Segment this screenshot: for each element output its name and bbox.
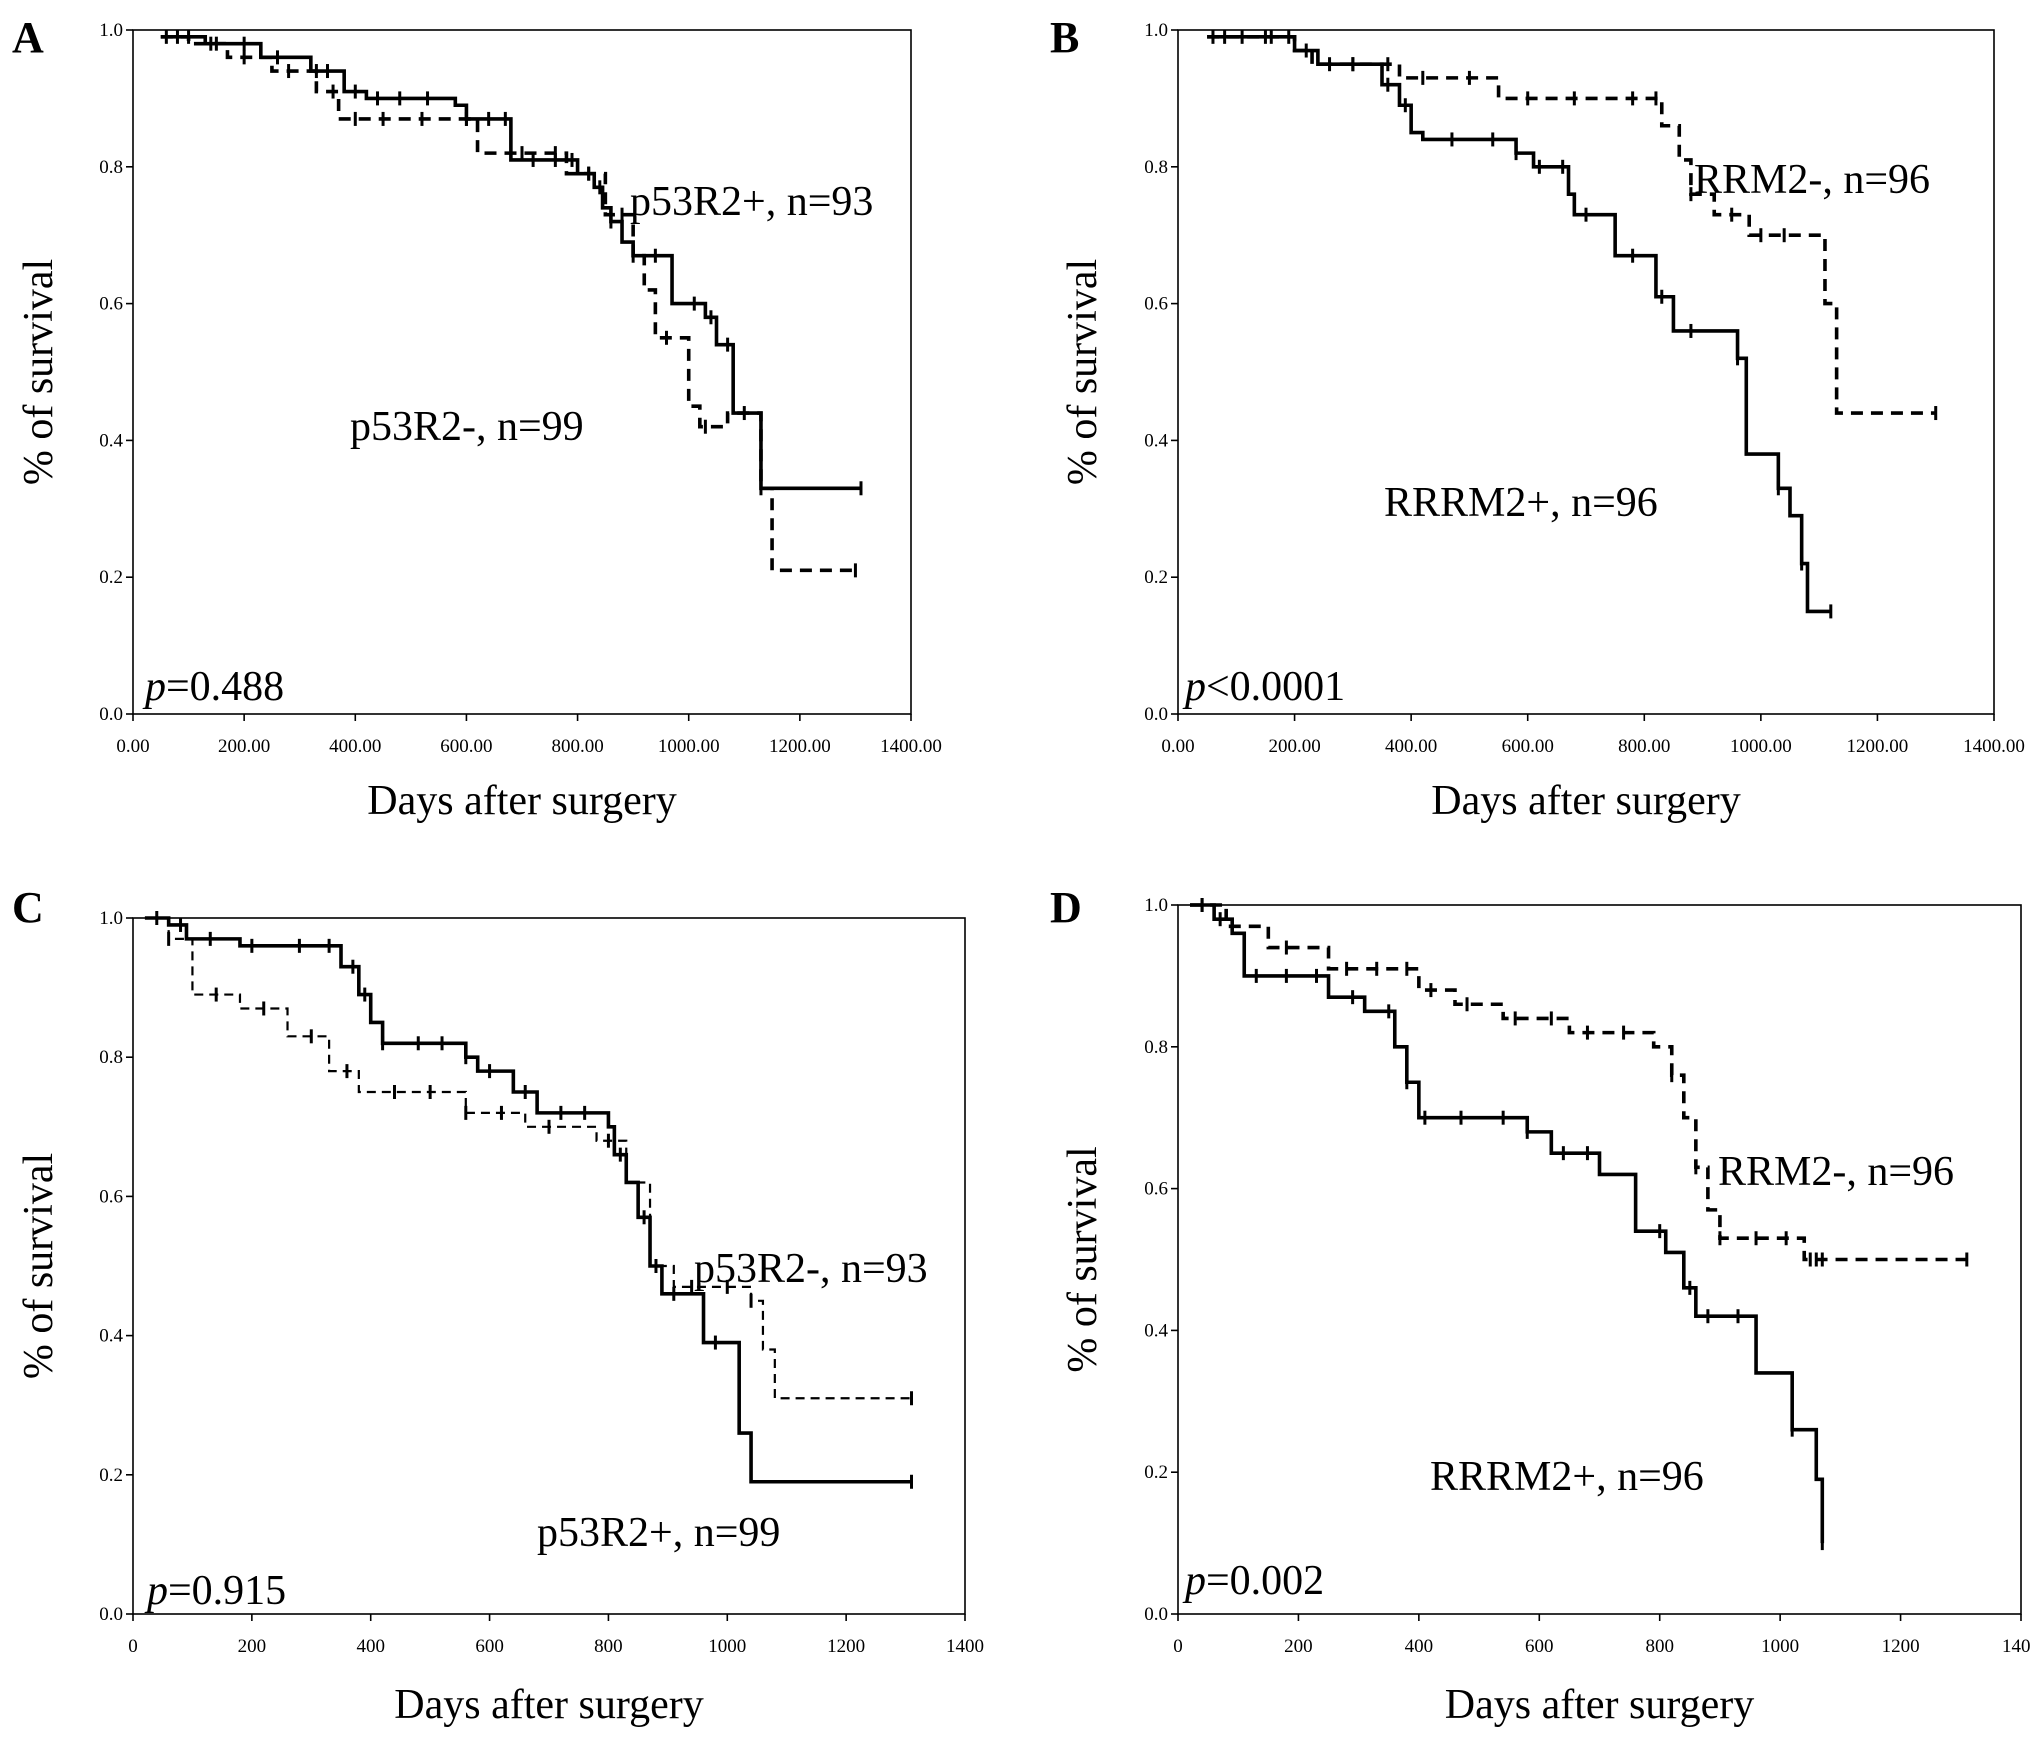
panel-a-y-tick-label: 0.8 [99, 157, 123, 178]
panel-b-annotation: RRM2-, n=96 [1694, 157, 1930, 203]
panel-c-annotation: p53R2-, n=93 [694, 1246, 928, 1292]
panel-a-y-tick-label: 0.2 [99, 567, 123, 588]
panel-d-y-tick-label: 0.2 [1144, 1462, 1168, 1483]
panel-d-series-dashed [1190, 903, 1967, 1262]
panel-d-annotation: RRRM2+, n=96 [1430, 1454, 1704, 1500]
panel-b-y-axis-title: % of survival [1060, 259, 1106, 485]
panel-d-x-tick-label: 200 [1284, 1636, 1313, 1657]
panel-b-y-tick-label: 0.0 [1144, 704, 1168, 725]
panel-d-y-tick-label: 0.8 [1144, 1037, 1168, 1058]
panel-d-p-value: p=0.002 [1182, 1558, 1324, 1604]
panel-a-y-tick-label: 0.0 [99, 704, 123, 725]
panel-d: D 0.0 0.2 0.4 0.6 0.8 1.0 0 200 400 600 800 1000 1200… [1050, 883, 2031, 1728]
panel-c-y-tick-label: 0.8 [99, 1047, 123, 1068]
panel-c: C 0.0 0.2 0.4 0.6 0.8 1.0 0 200 400 600 800 1000 1200… [12, 883, 984, 1728]
panel-a-series-dashed [160, 35, 856, 573]
panel-a-x-tick-label: 1000.00 [658, 736, 720, 757]
panel-b-x-tick-label: 1000.00 [1730, 736, 1792, 757]
panel-a-y-tick-label: 1.0 [99, 20, 123, 41]
panel-d-y-tick-label: 0.4 [1144, 1320, 1168, 1341]
panel-d-y-tick-label: 0.0 [1144, 1604, 1168, 1625]
panel-b-x-tick-label: 0.00 [1161, 736, 1194, 757]
panel-d-x-tick-label: 1200 [1882, 1636, 1920, 1657]
panel-b-y-tick-label: 0.6 [1144, 294, 1168, 315]
panel-d-y-tick-label: 0.6 [1144, 1179, 1168, 1200]
panel-c-y-tick-label: 0.6 [99, 1186, 123, 1207]
panel-c-x-tick-label: 1000 [708, 1636, 746, 1657]
panel-a: A 0.0 0.2 0.4 0.6 0.8 1.0 0.00 200.00 400.00 600.0… [12, 13, 942, 824]
panel-a-x-tick-label: 0.00 [116, 736, 149, 757]
panel-b-y-tick-label: 0.2 [1144, 567, 1168, 588]
panel-c-x-tick-label: 1400 [946, 1636, 984, 1657]
panel-c-x-tick-label: 400 [356, 1636, 385, 1657]
panel-c-p-value: p=0.915 [144, 1568, 286, 1614]
panel-d-x-tick-label: 400 [1405, 1636, 1434, 1657]
panel-b-x-tick-label: 1400.00 [1963, 736, 2025, 757]
panel-a-letter: A [12, 13, 44, 62]
panel-a-plot-frame [132, 29, 912, 715]
panel-c-x-tick-label: 800 [594, 1636, 623, 1657]
panel-a-y-tick-label: 0.6 [99, 294, 123, 315]
panel-b: B 0.0 0.2 0.4 0.6 0.8 1.0 0.00 200.00 400.00 600.0… [1050, 13, 2025, 824]
panel-c-x-tick-label: 600 [475, 1636, 504, 1657]
panel-a-x-tick-label: 600.00 [440, 736, 492, 757]
panel-b-p-value: p<0.0001 [1182, 664, 1345, 710]
panel-b-letter: B [1050, 13, 1079, 62]
panel-b-x-tick-label: 200.00 [1268, 736, 1320, 757]
panel-a-annotation: p53R2+, n=93 [630, 179, 873, 225]
panel-b-x-tick-label: 800.00 [1618, 736, 1670, 757]
panel-a-x-tick-label: 1400.00 [880, 736, 942, 757]
panel-a-annotation: p53R2-, n=99 [350, 404, 584, 450]
panel-c-plot-frame [132, 917, 966, 1615]
panel-d-annotation: RRM2-, n=96 [1718, 1149, 1954, 1195]
panel-c-y-tick-label: 0.4 [99, 1326, 123, 1347]
panel-d-letter: D [1050, 883, 1082, 932]
panel-c-annotation: p53R2+, n=99 [537, 1510, 780, 1556]
panel-d-y-axis-title: % of survival [1060, 1146, 1106, 1372]
panel-a-x-axis-title: Days after surgery [367, 778, 676, 824]
panel-a-y-axis-title: % of survival [16, 259, 62, 485]
panel-b-plot-frame [1177, 29, 1995, 715]
panel-b-x-tick-label: 400.00 [1385, 736, 1437, 757]
panel-c-y-axis-title: % of survival [16, 1153, 62, 1379]
panel-a-x-tick-label: 200.00 [218, 736, 270, 757]
panel-b-series-solid [1207, 35, 1831, 614]
panel-b-y-tick-label: 0.4 [1144, 430, 1168, 451]
panel-a-y-tick-label: 0.4 [99, 430, 123, 451]
panel-b-y-tick-label: 1.0 [1144, 20, 1168, 41]
panel-d-y-tick-label: 1.0 [1144, 895, 1168, 916]
panel-b-series-dashed [1207, 35, 1936, 415]
panel-d-x-tick-label: 0 [1173, 1636, 1183, 1657]
panel-a-x-tick-label: 400.00 [329, 736, 381, 757]
panel-a-p-value: p=0.488 [142, 664, 284, 710]
panel-c-y-tick-label: 1.0 [99, 908, 123, 929]
panel-c-x-tick-label: 200 [238, 1636, 267, 1657]
panel-c-x-axis-title: Days after surgery [394, 1682, 703, 1728]
panel-d-x-tick-label: 1000 [1761, 1636, 1799, 1657]
panel-c-x-tick-label: 0 [128, 1636, 138, 1657]
panel-a-x-tick-label: 1200.00 [769, 736, 831, 757]
panel-b-x-tick-label: 1200.00 [1847, 736, 1909, 757]
panel-d-x-tick-label: 1400 [2002, 1636, 2031, 1657]
panel-b-annotation: RRRM2+, n=96 [1384, 480, 1658, 526]
panel-a-x-tick-label: 800.00 [551, 736, 603, 757]
panel-d-x-tick-label: 600 [1525, 1636, 1554, 1657]
panel-c-series-dashed [150, 916, 912, 1400]
panel-b-x-axis-title: Days after surgery [1431, 778, 1740, 824]
panel-d-x-tick-label: 800 [1645, 1636, 1674, 1657]
panel-b-y-tick-label: 0.8 [1144, 157, 1168, 178]
panel-c-y-tick-label: 0.0 [99, 1604, 123, 1625]
panel-c-letter: C [12, 883, 44, 932]
panel-b-x-tick-label: 600.00 [1502, 736, 1554, 757]
panel-d-x-axis-title: Days after surgery [1445, 1682, 1754, 1728]
panel-c-y-tick-label: 0.2 [99, 1465, 123, 1486]
panel-d-plot-frame [1177, 904, 2022, 1615]
panel-c-x-tick-label: 1200 [827, 1636, 865, 1657]
panel-d-series-solid [1190, 903, 1825, 1544]
